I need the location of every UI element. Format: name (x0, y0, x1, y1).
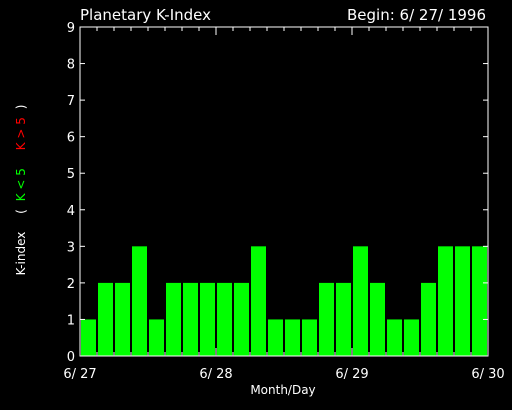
y-axis-label: K-index ( K < 5 K > 5 ) (14, 105, 28, 276)
bar-3 (115, 282, 130, 356)
bar-20 (404, 319, 419, 356)
y-tick-label-6: 6 (67, 131, 75, 146)
x-tick-label-2: 6/ 28 (199, 367, 232, 382)
y-tick-label-2: 2 (67, 277, 75, 292)
bar-12 (268, 319, 283, 356)
bar-16 (336, 282, 351, 356)
bar-24 (472, 246, 487, 356)
y-axis-label-prefix: K-index (14, 232, 28, 276)
bar-15 (319, 282, 334, 356)
bar-6 (166, 282, 181, 356)
bar-8 (200, 282, 215, 356)
y-axis-label-close: ) (14, 105, 28, 110)
bar-series (81, 246, 487, 356)
x-tick-labels: 6/ 27 6/ 28 6/ 29 6/ 30 (63, 367, 504, 382)
y-tick-label-5: 5 (67, 167, 75, 182)
x-tick-label-4: 6/ 30 (471, 367, 504, 382)
bar-17 (353, 246, 368, 356)
bar-23 (455, 246, 470, 356)
bar-18 (370, 282, 385, 356)
bar-4 (132, 246, 147, 356)
bar-2 (98, 282, 113, 356)
y-tick-labels: 0 1 2 3 4 5 6 7 8 9 (67, 21, 75, 365)
y-axis-label-open: ( (14, 209, 28, 214)
bar-22 (438, 246, 453, 356)
y-tick-label-1: 1 (67, 313, 75, 328)
y-tick-label-8: 8 (67, 58, 75, 73)
y-tick-label-3: 3 (67, 240, 75, 255)
y-tick-label-4: 4 (67, 204, 75, 219)
bar-10 (234, 282, 249, 356)
bar-7 (183, 282, 198, 356)
y-tick-label-9: 9 (67, 21, 75, 36)
bar-14 (302, 319, 317, 356)
y-tick-label-0: 0 (67, 350, 75, 365)
x-axis-label: Month/Day (250, 383, 315, 397)
bar-19 (387, 319, 402, 356)
bar-5 (149, 319, 164, 356)
chart-subtitle: Begin: 6/ 27/ 1996 (347, 6, 486, 24)
bar-21 (421, 282, 436, 356)
x-tick-label-3: 6/ 29 (335, 367, 368, 382)
plot-axes (79, 26, 489, 357)
bar-11 (251, 246, 266, 356)
bar-1 (81, 319, 96, 356)
bar-13 (285, 319, 300, 356)
chart-title: Planetary K-Index (80, 6, 211, 24)
bar-9 (217, 282, 232, 356)
y-axis-label-low: K < 5 (14, 168, 28, 201)
y-tick-label-7: 7 (67, 94, 75, 109)
x-tick-label-1: 6/ 27 (63, 367, 96, 382)
y-axis-label-high: K > 5 (14, 117, 28, 150)
